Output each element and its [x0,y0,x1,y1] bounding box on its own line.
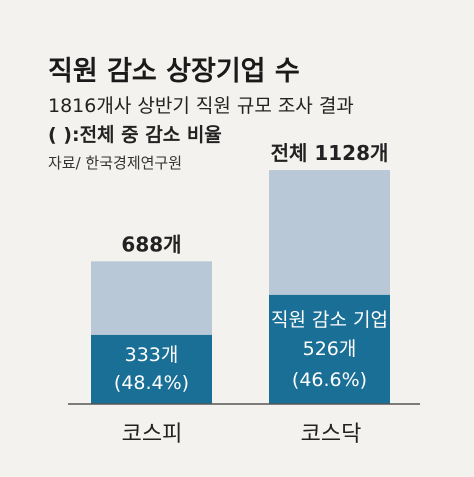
inner-value-label-kospi: 333개 [125,344,179,366]
total-label-kosdaq: 전체 1128개 [271,141,389,165]
inner-pct-label-kospi: (48.4%) [114,372,189,394]
chart-subtitle: 1816개사 상반기 직원 규모 조사 결과 [48,95,354,117]
inner-pct-label-kosdaq: (46.6%) [292,369,367,391]
bar-decrease-kosdaq [269,294,390,404]
chart-title: 직원 감소 상장기업 수 [48,56,300,87]
chart-source: 자료/ 한국경제연구원 [48,154,182,172]
bar-decrease-kospi [91,334,212,404]
inner-value-label-kosdaq: 526개 [303,338,357,360]
inner-series-label-kosdaq: 직원 감소 기업 [271,309,388,331]
category-label-kosdaq: 코스닥 [301,422,362,447]
total-label-kospi: 688개 [121,232,181,256]
category-label-kospi: 코스피 [122,422,183,447]
chart-note: ( ):전체 중 감소 비율 [48,124,222,146]
